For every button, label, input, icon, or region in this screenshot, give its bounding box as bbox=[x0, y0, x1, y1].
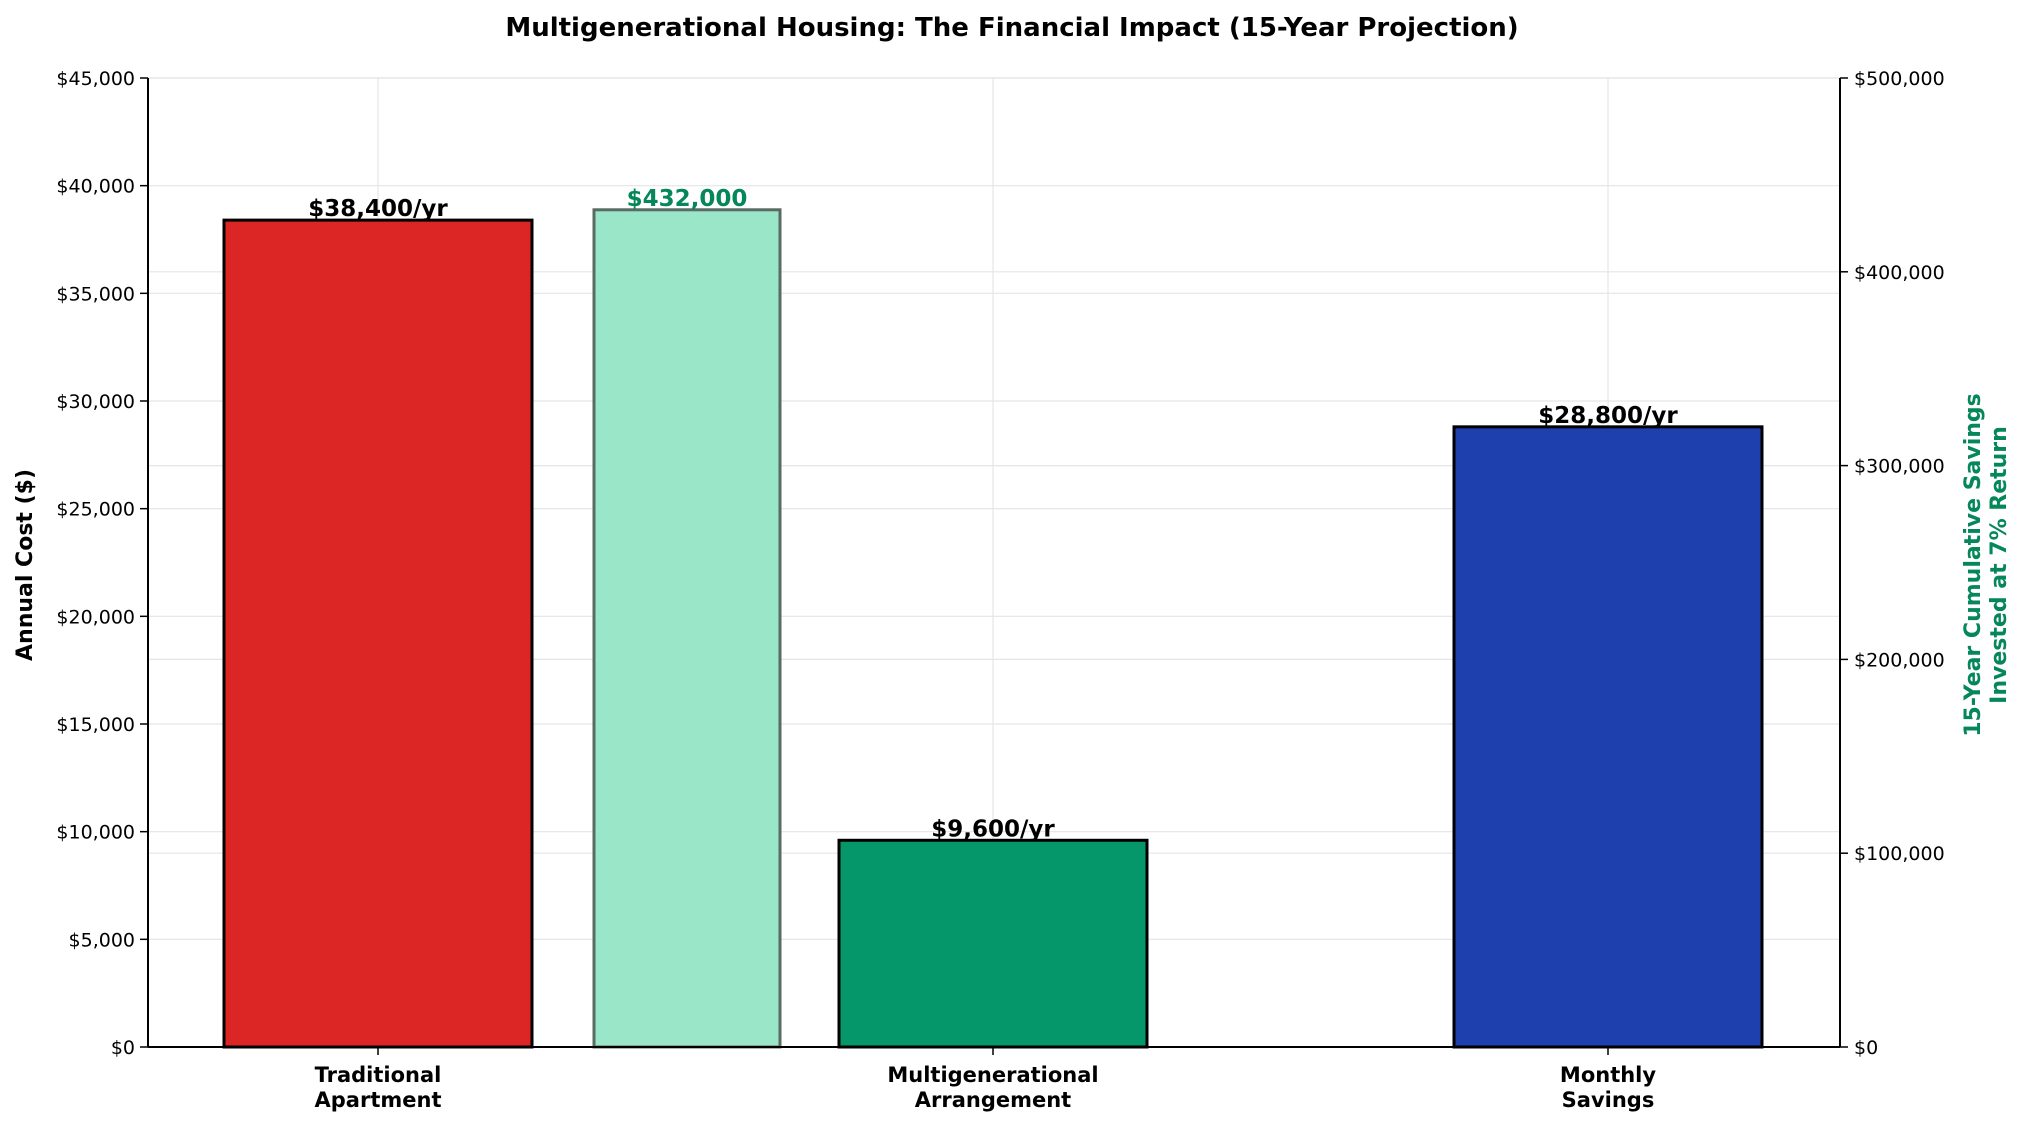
bar-labels: $38,400/yr $9,600/yr $28,800/yr $432,000 bbox=[308, 186, 1678, 842]
x-tick-label: Traditional bbox=[315, 1063, 442, 1087]
bar-value-label: $28,800/yr bbox=[1538, 403, 1678, 429]
y-axis-right-label-line: Invested at 7% Return bbox=[1987, 426, 2012, 704]
y-tick-label-left: $35,000 bbox=[56, 283, 135, 305]
y-tick-label-left: $40,000 bbox=[56, 176, 135, 198]
y-tick-label-left: $30,000 bbox=[56, 391, 135, 413]
y-axis-right-label-line: 15-Year Cumulative Savings bbox=[1961, 393, 1986, 737]
y-tick-label-right: $300,000 bbox=[1854, 456, 1945, 478]
y-tick-label-left: $0 bbox=[111, 1037, 135, 1059]
y-tick-label-right: $200,000 bbox=[1854, 649, 1945, 671]
x-tick-label: Savings bbox=[1562, 1088, 1655, 1112]
y-tick-label-right: $0 bbox=[1854, 1037, 1878, 1059]
bar bbox=[1452, 425, 1764, 1049]
y-tick-label-left: $45,000 bbox=[56, 68, 135, 90]
bar bbox=[222, 218, 534, 1049]
y-tick-label-left: $5,000 bbox=[69, 929, 135, 951]
bar-cumulative-label: $432,000 bbox=[627, 186, 748, 212]
y-tick-label-left: $25,000 bbox=[56, 499, 135, 521]
y-tick-label-right: $500,000 bbox=[1854, 68, 1945, 90]
y-axis-right-ticks: $0 $100,000 $200,000 $300,000 $400,000 $500,0… bbox=[1840, 68, 1945, 1059]
x-tick-label: Arrangement bbox=[915, 1088, 1071, 1112]
y-tick-label-right: $400,000 bbox=[1854, 262, 1945, 284]
y-axis-left-ticks: $0 $5,000 $10,000 $15,000 $20,000 $25,000 $30,… bbox=[56, 68, 148, 1059]
y-tick-label-right: $100,000 bbox=[1854, 843, 1945, 865]
bar-cumulative bbox=[592, 208, 782, 1049]
x-tick-label: Monthly bbox=[1560, 1063, 1656, 1087]
y-tick-label-left: $10,000 bbox=[56, 822, 135, 844]
y-tick-label-left: $15,000 bbox=[56, 714, 135, 736]
x-tick-label: Multigenerational bbox=[887, 1063, 1098, 1087]
y-axis-right-label: 15-Year Cumulative SavingsInvested at 7%… bbox=[1961, 393, 2012, 737]
chart-title: Multigenerational Housing: The Financial… bbox=[505, 13, 1518, 43]
bar bbox=[837, 838, 1149, 1049]
axes bbox=[147, 78, 1841, 1048]
x-tick-label: Apartment bbox=[315, 1088, 442, 1112]
bar-value-label: $38,400/yr bbox=[308, 196, 448, 222]
bars bbox=[222, 208, 1764, 1049]
y-tick-label-left: $20,000 bbox=[56, 606, 135, 628]
bar-value-label: $9,600/yr bbox=[931, 816, 1055, 842]
y-axis-left-label: Annual Cost ($) bbox=[13, 469, 38, 661]
